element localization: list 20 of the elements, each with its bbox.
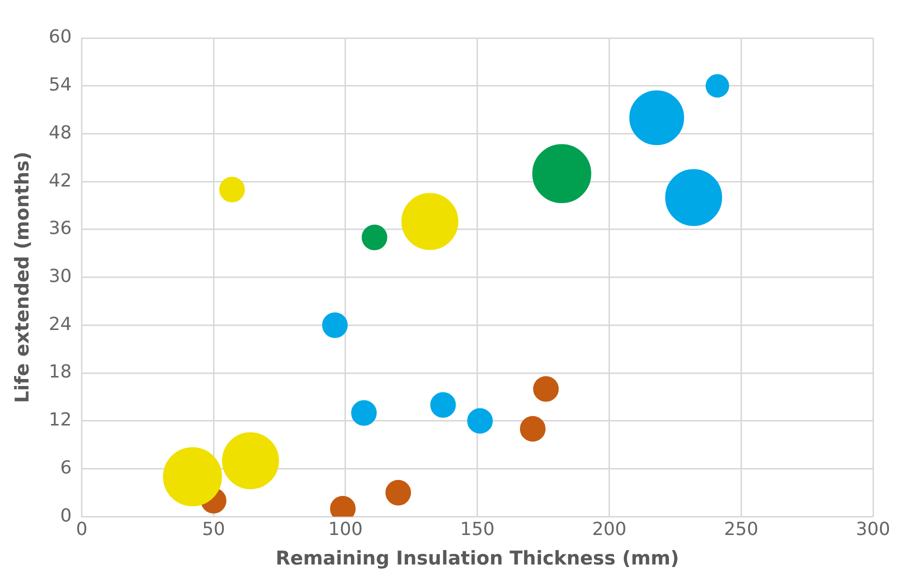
x-axis-title: Remaining Insulation Thickness (mm) [276,548,680,570]
x-tick-label: 50 [202,519,226,540]
y-tick-label: 12 [48,410,72,431]
y-tick-label: 18 [48,362,72,383]
y-tick-label: 48 [48,122,72,144]
y-tick-label: 30 [48,266,72,287]
y-tick-label: 0 [60,505,72,526]
x-tick-label: 300 [856,519,890,540]
y-tick-label: 24 [48,314,72,335]
x-tick-label: 250 [724,519,758,540]
y-tick-label: 60 [48,26,72,48]
y-tick-label: 54 [48,74,72,96]
x-tick-label: 0 [76,519,88,540]
y-tick-label: 36 [48,218,72,240]
y-axis-title: Life extended (months) [11,152,34,403]
x-tick-label: 200 [592,519,626,540]
x-tick-label: 150 [460,519,495,540]
y-tick-label: 6 [60,457,72,478]
y-tick-label: 42 [48,170,72,192]
x-tick-label: 100 [328,519,363,540]
